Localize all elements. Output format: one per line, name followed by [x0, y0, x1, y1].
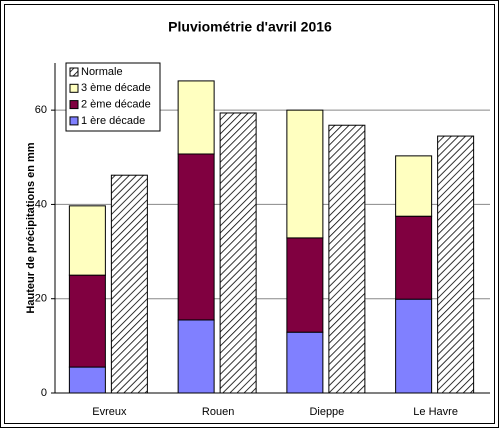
y-axis-label: Hauteur de précipitations en mm	[25, 142, 37, 313]
legend-swatch	[69, 100, 79, 110]
stacked-bar-segment	[395, 215, 433, 300]
y-tick-label: 60	[35, 104, 47, 116]
y-tick-label: 0	[41, 387, 47, 399]
y-tick-label: 20	[35, 293, 47, 305]
normal-bar	[437, 135, 475, 394]
stacked-bar-segment	[177, 319, 215, 394]
y-tick-label: 40	[35, 198, 47, 210]
normal-bar	[110, 174, 148, 394]
x-tick-label: Le Havre	[413, 406, 458, 418]
stacked-bar-segment	[286, 109, 324, 239]
legend-swatch	[69, 67, 79, 77]
stacked-bar-segment	[68, 205, 106, 276]
legend-label: 1 ère décade	[81, 115, 145, 127]
normal-bar	[219, 112, 257, 394]
legend-box	[65, 62, 161, 132]
stacked-bar-segment	[395, 298, 433, 394]
stacked-bar-segment	[68, 274, 106, 368]
stacked-bar-segment	[286, 237, 324, 333]
stacked-bar-segment	[177, 153, 215, 321]
legend-label: Normale	[81, 66, 123, 78]
x-tick-label: Dieppe	[309, 406, 344, 418]
normal-bar	[328, 124, 366, 394]
legend-swatch	[69, 83, 79, 93]
legend-label: 2 ème décade	[81, 99, 151, 111]
stacked-bar-segment	[68, 366, 106, 394]
x-tick-label: Rouen	[202, 406, 234, 418]
x-tick-label: Evreux	[92, 406, 127, 418]
legend-swatch	[69, 116, 79, 126]
stacked-bar-segment	[395, 155, 433, 217]
legend-label: 3 ème décade	[81, 82, 151, 94]
stacked-bar-segment	[286, 331, 324, 394]
chart-title: Pluviométrie d'avril 2016	[168, 19, 332, 35]
stacked-bar-segment	[177, 80, 215, 155]
